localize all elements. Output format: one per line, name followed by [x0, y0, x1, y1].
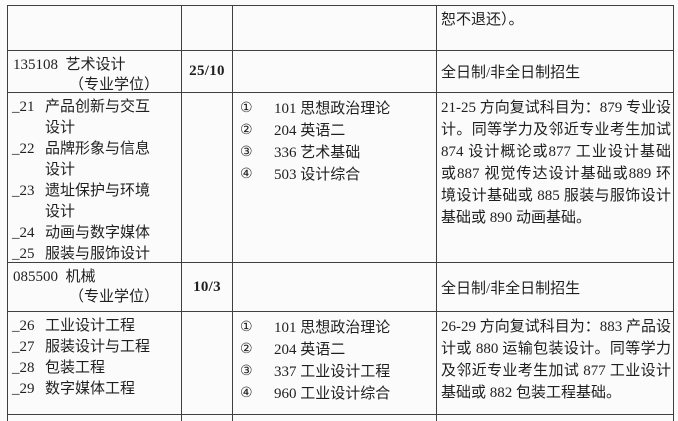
continuation-note-text: 恕不退还）。	[441, 12, 524, 28]
direction-name: 品牌形象与信息设计	[45, 141, 151, 178]
direction-number: _28	[12, 360, 35, 376]
empty-cell	[233, 6, 437, 51]
direction-name: 产品创新与交互设计	[45, 99, 151, 136]
program-code-name: 085500 机械	[13, 269, 96, 285]
admissions-table: 恕不退还）。 135108 艺术设计 （专业学位） 25/10 全日制/非全日制…	[7, 5, 674, 421]
direction-item: _27 服装设计与工程	[12, 337, 181, 358]
empty-cell	[8, 6, 182, 51]
direction-number: _27	[12, 339, 35, 355]
empty-cell	[182, 6, 233, 51]
direction-number: _26	[12, 318, 35, 334]
empty-cell	[8, 415, 182, 421]
subject-marker: ③	[240, 145, 253, 160]
retest-note-text: 26-29 方向复试科目为：883 产品设计或 880 运输包装设计。同等学力及…	[441, 319, 671, 401]
empty-cell	[182, 93, 233, 263]
quota-value: 25/10	[189, 63, 225, 79]
direction-number: _22	[12, 141, 35, 157]
subjects-cell: ① 101 思想政治理论 ② 204 英语二 ③ 336 艺术基础 ④ 503 …	[233, 93, 437, 263]
subject-marker: ①	[240, 101, 253, 116]
direction-number: _24	[12, 225, 35, 241]
subjects-cell: ① 101 思想政治理论 ② 204 英语二 ③ 337 工业设计工程 ④ 96…	[233, 312, 437, 415]
direction-item: _26 工业设计工程	[12, 316, 181, 337]
retest-note-text: 21-25 方向复试科目为：879 专业设计。同等学力及邻近专业考生加试874 …	[441, 100, 671, 226]
subject-text: 336 艺术基础	[274, 145, 361, 161]
program-degree: （专业学位）	[69, 289, 160, 305]
subject-text: 101 思想政治理论	[274, 101, 391, 117]
subject-item: ① 101 思想政治理论	[240, 317, 436, 339]
direction-item: _28 包装工程	[12, 358, 181, 379]
subject-item: ④ 960 工业设计综合	[240, 383, 436, 405]
subject-marker: ④	[240, 386, 253, 401]
enrollment-text: 全日制/非全日制招生	[441, 280, 581, 297]
subject-text: 101 思想政治理论	[274, 320, 391, 336]
subject-marker: ④	[240, 167, 253, 182]
subject-marker: ①	[240, 320, 253, 335]
direction-number: _29	[12, 381, 35, 397]
subject-text: 503 设计综合	[274, 167, 361, 183]
retest-note-cell: 21-25 方向复试科目为：879 专业设计。同等学力及邻近专业考生加试874 …	[437, 93, 673, 263]
program-code-name: 135108 艺术设计	[13, 57, 126, 73]
directions-cell: _21 产品创新与交互设计 _22 品牌形象与信息设计 _23 遗址保护与环境设…	[8, 93, 182, 263]
direction-name: 遗址保护与环境设计	[45, 183, 151, 220]
subject-text: 204 英语二	[274, 123, 346, 139]
program-degree: （专业学位）	[69, 77, 160, 93]
directions-cell: _26 工业设计工程 _27 服装设计与工程 _28 包装工程 _29 数字媒体…	[8, 312, 182, 415]
direction-item: _21 产品创新与交互设计	[12, 97, 181, 139]
direction-item: _29 数字媒体工程	[12, 379, 181, 400]
direction-item: _25 服装与服饰设计	[12, 244, 181, 262]
quota-cell: 25/10	[182, 51, 233, 93]
empty-cell	[233, 415, 437, 421]
program-header-cell-135108: 135108 艺术设计 （专业学位）	[8, 51, 182, 93]
subject-item: ④ 503 设计综合	[240, 164, 436, 186]
subject-item: ② 204 英语二	[240, 120, 436, 142]
subject-item: ③ 337 工业设计工程	[240, 361, 436, 383]
direction-name: 服装设计与工程	[45, 339, 151, 355]
subject-item: ① 101 思想政治理论	[240, 98, 436, 120]
subject-marker: ③	[240, 364, 253, 379]
direction-name: 服装与服饰设计	[45, 246, 151, 262]
direction-name: 包装工程	[45, 360, 106, 376]
direction-name: 数字媒体工程	[45, 381, 136, 397]
direction-number: _23	[12, 183, 35, 199]
direction-number: _25	[12, 246, 35, 262]
quota-cell: 10/3	[182, 263, 233, 312]
empty-cell	[182, 312, 233, 415]
subject-marker: ②	[240, 342, 253, 357]
subject-text: 204 英语二	[274, 342, 346, 358]
direction-item: _23 遗址保护与环境设计	[12, 181, 181, 223]
continuation-note-cell: 恕不退还）。	[437, 6, 673, 51]
program-header-cell-085500: 085500 机械 （专业学位）	[8, 263, 182, 312]
subject-item: ② 204 英语二	[240, 339, 436, 361]
empty-cell	[182, 415, 233, 421]
direction-item: _24 动画与数字媒体	[12, 223, 181, 244]
retest-note-cell: 26-29 方向复试科目为：883 产品设计或 880 运输包装设计。同等学力及…	[437, 312, 673, 415]
enrollment-cell: 全日制/非全日制招生	[437, 51, 673, 93]
subject-marker: ②	[240, 123, 253, 138]
empty-cell	[437, 415, 673, 421]
enrollment-text: 全日制/非全日制招生	[441, 65, 581, 81]
subject-text: 337 工业设计工程	[274, 364, 391, 380]
empty-cell	[233, 51, 437, 93]
direction-number: _21	[12, 99, 35, 115]
direction-name: 动画与数字媒体	[45, 225, 151, 241]
empty-cell	[233, 263, 437, 312]
direction-name: 工业设计工程	[45, 318, 136, 334]
quota-value: 10/3	[193, 278, 221, 295]
direction-item: _22 品牌形象与信息设计	[12, 139, 181, 181]
subject-text: 960 工业设计综合	[274, 386, 391, 402]
subject-item: ③ 336 艺术基础	[240, 142, 436, 164]
enrollment-cell: 全日制/非全日制招生	[437, 263, 673, 312]
